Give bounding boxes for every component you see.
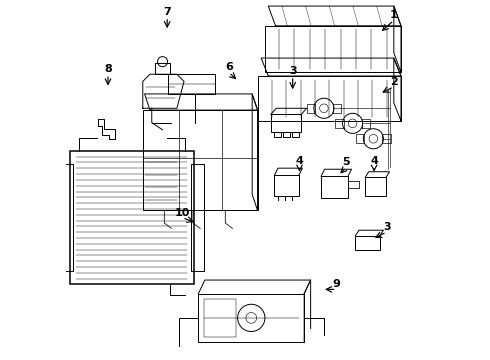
Bar bbox=[321, 176, 348, 198]
Bar bbox=[365, 177, 386, 196]
Bar bbox=[258, 76, 401, 121]
Bar bbox=[191, 164, 204, 271]
Text: 7: 7 bbox=[163, 7, 171, 17]
Bar bbox=[274, 132, 281, 136]
Bar bbox=[62, 164, 73, 271]
Text: 10: 10 bbox=[174, 208, 190, 218]
Text: 6: 6 bbox=[225, 62, 233, 72]
Bar bbox=[293, 132, 299, 136]
Bar bbox=[143, 110, 258, 211]
Text: 1: 1 bbox=[390, 10, 398, 21]
Text: 4: 4 bbox=[295, 156, 303, 166]
Text: 8: 8 bbox=[104, 64, 112, 74]
Bar bbox=[283, 132, 290, 136]
Bar bbox=[271, 114, 301, 132]
Bar bbox=[355, 235, 380, 250]
Text: 2: 2 bbox=[390, 77, 398, 87]
Bar bbox=[274, 175, 299, 196]
Bar bbox=[70, 151, 194, 284]
Bar bbox=[198, 294, 304, 342]
Text: 5: 5 bbox=[343, 157, 350, 167]
Text: 9: 9 bbox=[333, 279, 341, 289]
Bar bbox=[168, 74, 215, 94]
Text: 3: 3 bbox=[383, 222, 391, 232]
Text: 3: 3 bbox=[289, 66, 296, 76]
Text: 4: 4 bbox=[370, 156, 378, 166]
Bar bbox=[265, 26, 401, 72]
Bar bbox=[204, 299, 236, 337]
